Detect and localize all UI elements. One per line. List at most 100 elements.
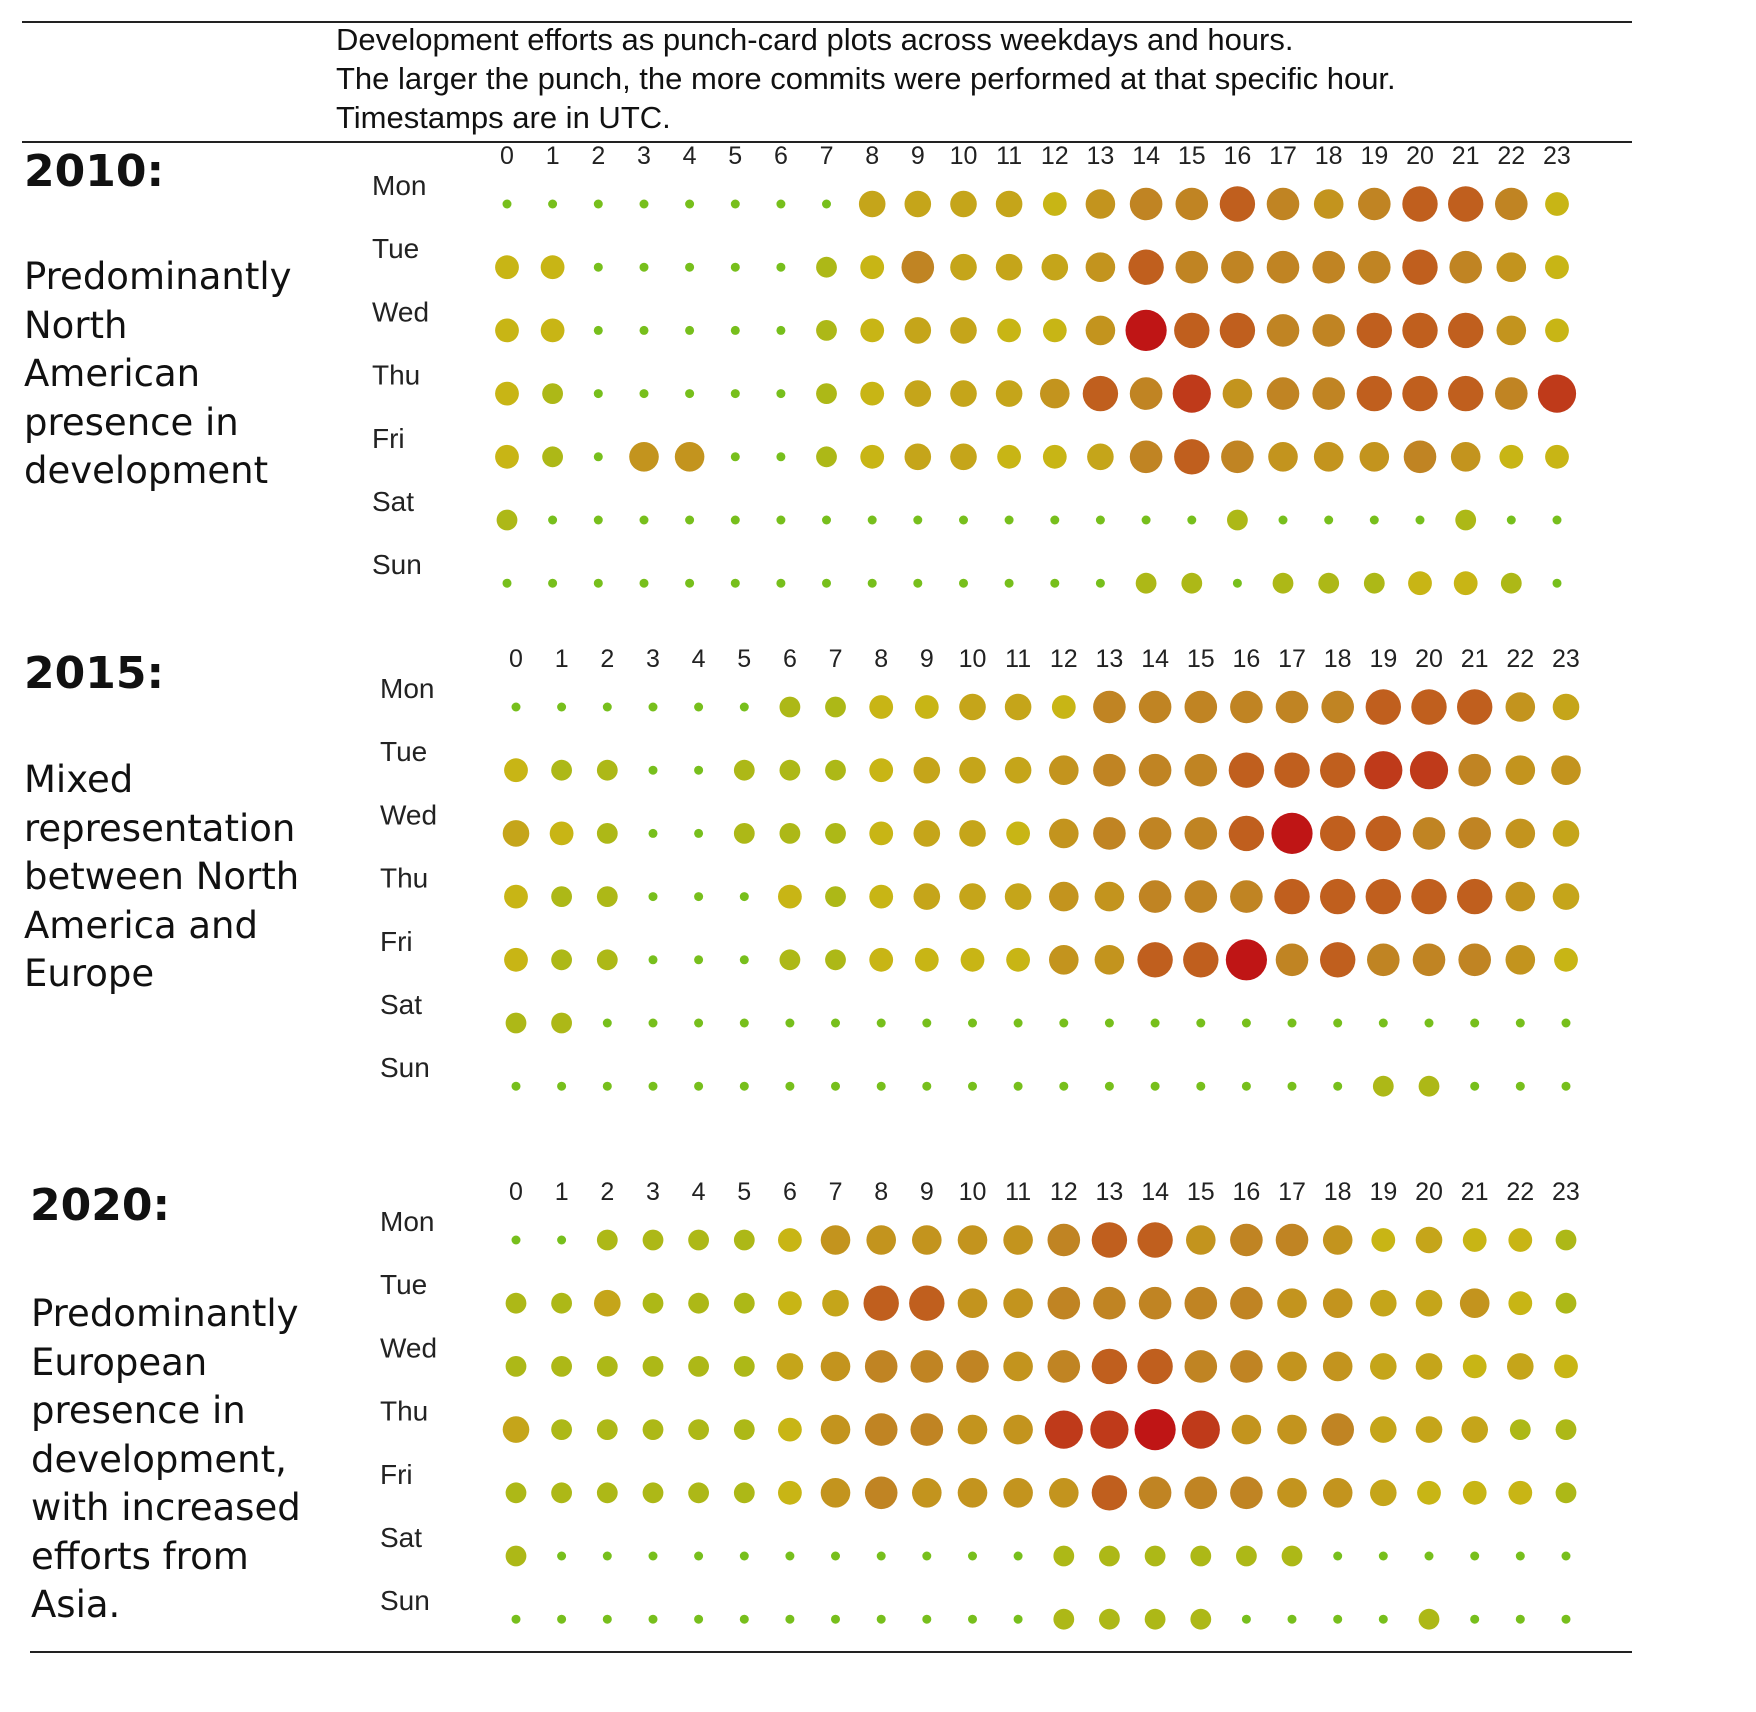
description-line: Europe: [24, 952, 155, 995]
punch-point: [1281, 1545, 1303, 1567]
punch-point: [1144, 1608, 1166, 1630]
punch-point: [1505, 881, 1536, 912]
punch-point: [1187, 515, 1197, 525]
punch-point: [866, 1225, 896, 1255]
punch-point: [1448, 186, 1484, 222]
punch-point: [776, 262, 786, 272]
punch-point: [1561, 1081, 1571, 1091]
hour-tick-label: 8: [865, 142, 879, 170]
punch-point: [968, 1018, 977, 1028]
punch-point: [639, 515, 649, 525]
punch-point: [864, 1350, 898, 1383]
hour-tick-label: 16: [1232, 1178, 1260, 1206]
punch-point: [1462, 1228, 1487, 1252]
punch-point: [1554, 1354, 1578, 1379]
punch-point: [1412, 817, 1446, 850]
punch-point: [1378, 1018, 1388, 1028]
punch-point: [1403, 440, 1437, 474]
punch-point: [1129, 440, 1163, 474]
punch-point: [825, 823, 846, 844]
punch-point: [1470, 1614, 1480, 1624]
punch-point: [1085, 315, 1116, 346]
punch-point: [1515, 1081, 1525, 1091]
punch-point: [1321, 690, 1354, 724]
punch-point: [776, 452, 786, 462]
punch-point: [642, 1419, 664, 1440]
punch-point: [1049, 945, 1079, 975]
punch-point: [778, 1228, 802, 1252]
punch-point: [959, 883, 986, 910]
punch-point: [542, 446, 563, 468]
punch-point: [1424, 1551, 1434, 1561]
punch-point: [540, 318, 565, 343]
punch-point: [593, 515, 603, 525]
punch-point: [1500, 572, 1522, 594]
weekday-label: Sun: [380, 1585, 430, 1616]
punch-point: [1225, 939, 1267, 981]
punch-point: [959, 756, 986, 784]
punch-point: [1415, 1416, 1443, 1443]
punch-point: [1184, 817, 1218, 850]
punch-point: [1370, 1416, 1397, 1443]
punch-point: [1137, 1222, 1173, 1258]
punchcard-2010: 0 1 2 3 4 5 6 7 8 9 10 11 12 13 14 15 16 17 18 19 20 21 22 23Mo…: [372, 142, 1577, 596]
hour-tick-label: 17: [1269, 142, 1297, 170]
weekday-label: Sun: [380, 1052, 430, 1083]
punch-point: [685, 578, 695, 588]
punch-point: [1059, 1018, 1069, 1028]
punch-point: [1505, 818, 1536, 849]
punch-point: [495, 381, 519, 406]
punch-point: [1458, 753, 1491, 787]
description-line: Predominantly: [31, 1292, 299, 1335]
punch-point: [694, 1018, 704, 1028]
punch-point: [816, 320, 837, 341]
punch-point: [596, 1229, 618, 1251]
punch-point: [1545, 318, 1569, 343]
punch-point: [1004, 578, 1014, 588]
punch-point: [1184, 753, 1218, 787]
punch-point: [778, 1417, 802, 1442]
punch-point: [648, 765, 658, 775]
punch-point: [1184, 1286, 1218, 1320]
punch-point: [1320, 878, 1356, 915]
punch-point: [739, 955, 749, 965]
punch-point: [1049, 1478, 1079, 1508]
punch-point: [864, 1413, 898, 1446]
punch-point: [778, 884, 802, 909]
punch-point: [504, 884, 528, 909]
punch-point: [1047, 1223, 1081, 1257]
punch-point: [863, 1285, 899, 1321]
hour-tick-label: 21: [1452, 142, 1480, 170]
punch-point: [1091, 1222, 1128, 1258]
punch-point: [1044, 1410, 1083, 1449]
hour-tick-label: 3: [646, 1178, 660, 1206]
punch-point: [548, 578, 558, 588]
hour-tick-label: 0: [500, 142, 514, 170]
description-line: development: [24, 449, 269, 492]
punch-point: [822, 515, 831, 525]
punch-point: [1505, 945, 1536, 975]
hour-tick-label: 0: [509, 645, 523, 673]
punch-point: [1508, 1480, 1533, 1505]
punch-point: [733, 1229, 755, 1251]
punch-point: [869, 695, 894, 719]
punch-point: [1555, 1419, 1577, 1440]
punch-point: [1545, 192, 1569, 216]
weekday-label: Thu: [372, 360, 420, 391]
punch-point: [557, 1081, 567, 1091]
punch-point: [776, 515, 786, 525]
punch-point: [860, 444, 885, 469]
punch-point: [557, 1614, 567, 1624]
punch-point: [1470, 1081, 1480, 1091]
punch-point: [1277, 1478, 1307, 1508]
hour-tick-label: 19: [1369, 1178, 1397, 1206]
punch-point: [995, 190, 1023, 218]
hour-tick-label: 6: [783, 645, 797, 673]
punch-point: [876, 1614, 886, 1624]
punch-point: [825, 949, 846, 971]
hour-tick-label: 6: [783, 1178, 797, 1206]
punch-point: [913, 756, 941, 784]
punch-point: [1190, 1545, 1212, 1567]
punch-point: [820, 1414, 851, 1445]
punch-point: [596, 1482, 618, 1504]
